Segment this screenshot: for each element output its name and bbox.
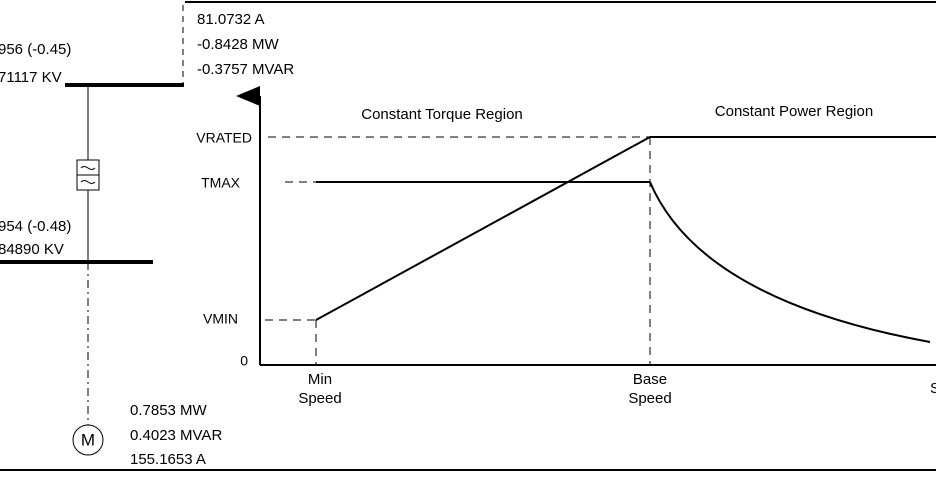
y-label: TMAX bbox=[201, 175, 241, 191]
bus-label: 956 (-0.45) bbox=[0, 41, 71, 58]
flow-label: -0.8428 MW bbox=[197, 36, 280, 53]
flow-label: 0.7853 MW bbox=[130, 402, 208, 419]
motor-symbol: M bbox=[81, 430, 95, 449]
motor bbox=[72, 424, 104, 456]
region-label: Constant Power Region bbox=[715, 103, 873, 120]
graph-labels: Constant Torque Region Constant Power Re… bbox=[196, 103, 936, 407]
x-label: Base bbox=[633, 371, 667, 388]
flow-label: 0.4023 MVAR bbox=[130, 427, 222, 444]
bus-label: 954 (-0.48) bbox=[0, 218, 71, 235]
y-label: VRATED bbox=[196, 130, 252, 146]
torque-curve bbox=[649, 181, 931, 343]
y-label: VMIN bbox=[203, 311, 238, 327]
bus-label: 71117 KV bbox=[0, 69, 62, 86]
flow-label: 81.0732 A bbox=[197, 11, 265, 28]
flow-label: -0.3757 MVAR bbox=[197, 61, 294, 78]
flow-label: 155.1653 A bbox=[130, 451, 206, 468]
y-label: 0 bbox=[240, 353, 248, 369]
x-label: S bbox=[930, 380, 936, 397]
labels: 81.0732 A -0.8428 MW -0.3757 MVAR 956 (-… bbox=[0, 11, 294, 468]
x-label: Min bbox=[308, 371, 332, 388]
one-line-diagram bbox=[0, 1, 936, 471]
speed-graph bbox=[236, 86, 936, 366]
bus-label: 84890 KV bbox=[0, 241, 64, 258]
transformer bbox=[80, 166, 96, 184]
region-label: Constant Torque Region bbox=[361, 106, 523, 123]
x-label: Speed bbox=[628, 390, 671, 407]
x-label: Speed bbox=[298, 390, 341, 407]
voltage-curve bbox=[315, 136, 936, 321]
